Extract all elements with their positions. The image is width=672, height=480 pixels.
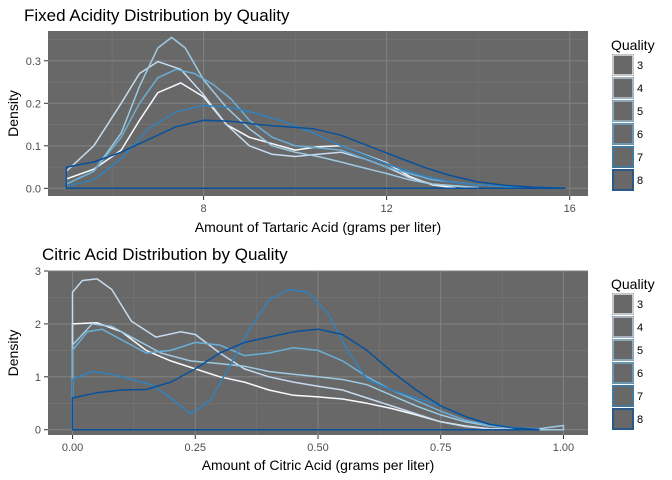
chart-title-2: Citric Acid Distribution by Quality [42, 245, 288, 264]
legend-label-quality-5: 5 [637, 106, 643, 118]
legend-key-background [612, 123, 634, 145]
density-curve-quality-8 [65, 119, 566, 190]
legend-key-background [612, 385, 634, 407]
legend-key-quality-7 [612, 146, 634, 168]
legend-key-quality-5 [612, 339, 634, 361]
legend-key-quality-6 [612, 362, 634, 384]
legend-label-quality-3: 3 [637, 299, 643, 311]
legend-key-quality-7 [612, 385, 634, 407]
y-tick-label: 0.0 [26, 183, 41, 195]
legend-key-quality-4 [612, 77, 634, 99]
x-tick-label: 12 [381, 203, 393, 215]
legend-label-quality-7: 7 [637, 391, 643, 403]
density-curve-quality-4 [71, 278, 516, 431]
legend-key-background [612, 339, 634, 361]
x-tick-label: 0.00 [62, 442, 83, 454]
x-tick-label: 0.75 [430, 442, 451, 454]
density-curve-quality-8 [71, 328, 540, 431]
legend-key-background [612, 408, 634, 430]
legend-key-background [612, 169, 634, 191]
legend-key-background [612, 146, 634, 168]
x-tick-label: 0.50 [307, 442, 328, 454]
chart-title-1: Fixed Acidity Distribution by Quality [24, 6, 290, 25]
legend-key-background [612, 100, 634, 122]
x-tick-label: 8 [201, 203, 207, 215]
x-tick-label: 1.00 [553, 442, 574, 454]
x-axis-title-2: Amount of Citric Acid (grams per liter) [202, 457, 435, 473]
legend-key-background [612, 316, 634, 338]
y-tick-label: 1 [35, 372, 41, 384]
panel-background-1 [48, 31, 588, 196]
legend-label-quality-8: 8 [637, 414, 643, 426]
legend-key-quality-8 [612, 408, 634, 430]
legend-label-quality-4: 4 [637, 322, 643, 334]
legend-key-quality-3 [612, 54, 634, 76]
legend-key-background [612, 77, 634, 99]
density-curve-quality-5 [65, 36, 479, 190]
legend-title-2: Quality [611, 276, 655, 292]
legend-label-quality-3: 3 [637, 60, 643, 72]
legend-label-quality-6: 6 [637, 368, 643, 380]
y-axis-title-1: Density [5, 90, 21, 137]
legend-key-quality-5 [612, 100, 634, 122]
legend-label-quality-4: 4 [637, 83, 643, 95]
y-tick-label: 0.1 [26, 141, 41, 153]
legend-title-1: Quality [611, 37, 655, 53]
legend-label-quality-6: 6 [637, 129, 643, 141]
density-curve-quality-6 [71, 328, 540, 431]
legend-key-background [612, 293, 634, 315]
legend-key-background [612, 54, 634, 76]
y-tick-label: 0 [35, 425, 41, 437]
legend-key-quality-6 [612, 123, 634, 145]
y-axis-title-2: Density [5, 330, 21, 377]
legend-key-quality-4 [612, 316, 634, 338]
x-axis-title-1: Amount of Tartaric Acid (grams per liter… [195, 219, 441, 235]
y-tick-label: 3 [35, 266, 41, 278]
legend-label-quality-8: 8 [637, 175, 643, 187]
legend-label-quality-7: 7 [637, 152, 643, 164]
legend-key-background [612, 362, 634, 384]
y-tick-label: 0.2 [26, 98, 41, 110]
y-tick-label: 0.3 [26, 56, 41, 68]
legend-key-quality-3 [612, 293, 634, 315]
x-tick-label: 0.25 [185, 442, 206, 454]
legend-key-quality-8 [612, 169, 634, 191]
x-tick-label: 16 [564, 203, 576, 215]
legend-label-quality-5: 5 [637, 345, 643, 357]
y-tick-label: 2 [35, 319, 41, 331]
